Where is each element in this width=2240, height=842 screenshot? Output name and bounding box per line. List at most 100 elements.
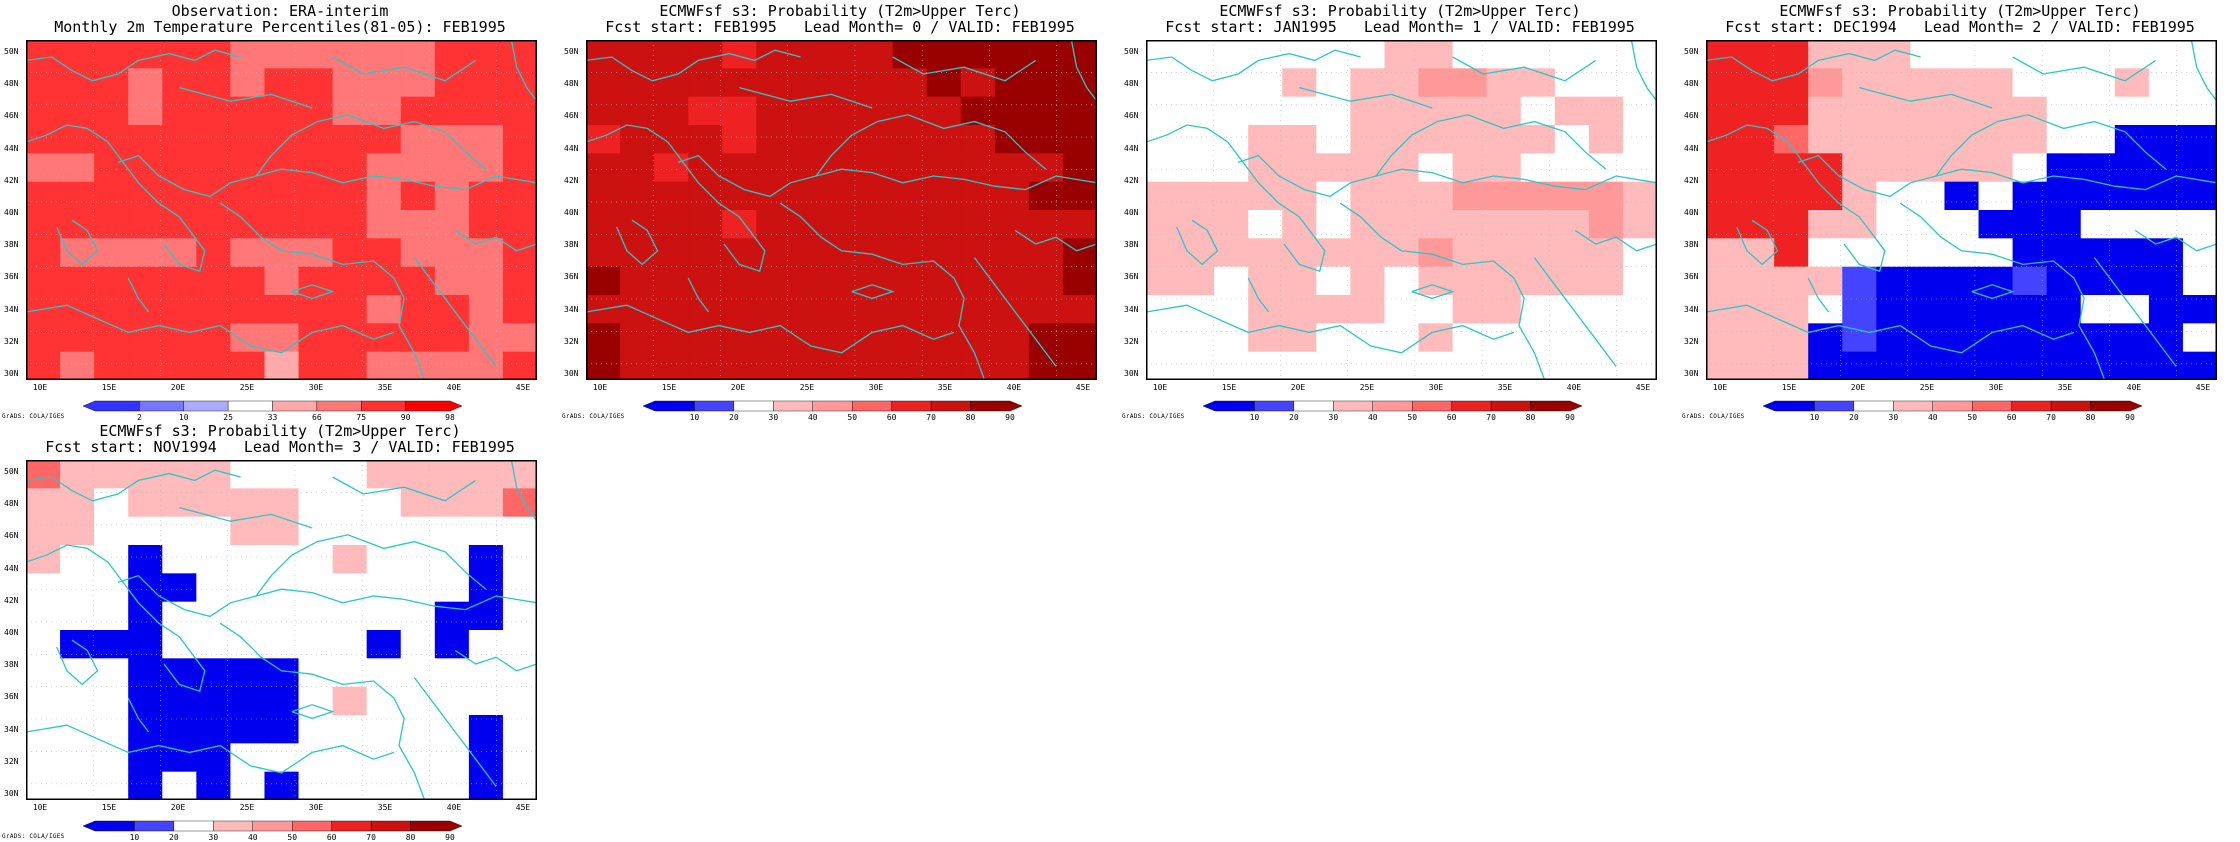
heatmap-cell [2148, 68, 2184, 98]
heatmap-cell [1180, 96, 1215, 126]
heatmap-cell [1214, 153, 1249, 183]
heatmap-cell [298, 295, 334, 324]
lon-tick-label: 45E [1075, 383, 1091, 392]
heatmap-cell [332, 181, 368, 211]
heatmap-cell [94, 460, 129, 489]
heatmap-cell [1876, 351, 1911, 380]
heatmap-cell [2148, 40, 2184, 69]
colorbar-tick-label: 60 [2006, 413, 2017, 422]
heatmap-cell [196, 295, 231, 324]
heatmap-cell [1876, 153, 1911, 183]
coastline [1797, 154, 2217, 198]
heatmap-cell [60, 153, 95, 183]
heatmap-cell [502, 743, 537, 773]
heatmap-cell [162, 488, 197, 518]
lat-tick-label: 34N [4, 304, 19, 314]
heatmap-cell [264, 573, 300, 603]
heatmap-cell [1622, 295, 1657, 324]
heatmap-cell [586, 153, 621, 183]
heatmap-cell [366, 68, 402, 98]
heatmap-cell [858, 295, 894, 324]
heatmap-cell [1316, 351, 1351, 380]
lon-tick-label: 45E [1635, 383, 1651, 392]
heatmap-cell [1808, 125, 1843, 154]
colorbar-tick-label: 10 [1249, 413, 1260, 422]
heatmap-cell [434, 351, 470, 380]
heatmap-cell [1910, 238, 1946, 268]
heatmap-cell [1910, 295, 1946, 324]
heatmap-cell [400, 68, 436, 98]
lat-tick-label: 32N [1124, 336, 1139, 346]
lat-tick-label: 48N [1124, 79, 1139, 89]
coastline [255, 534, 487, 597]
heatmap-cell [1910, 40, 1946, 69]
heatmap-cell [2182, 323, 2217, 353]
colorbar-tick-label: 70 [926, 413, 936, 422]
heatmap-cell [502, 96, 537, 126]
heatmap-cell [400, 601, 436, 631]
colorbar-swatch [812, 400, 853, 412]
coastline [179, 506, 313, 529]
lon-tick-label: 25E [239, 383, 255, 392]
heatmap-cell [332, 601, 368, 631]
heatmap-cell [264, 125, 300, 154]
heatmap-cell [60, 96, 95, 126]
heatmap-cell [128, 266, 163, 296]
heatmap-cell [128, 715, 163, 744]
heatmap-cell [722, 295, 757, 324]
heatmap-cell [960, 40, 996, 69]
heatmap-cell [400, 40, 436, 69]
coastline [219, 622, 426, 800]
heatmap-cell [926, 295, 962, 324]
heatmap-cell [162, 545, 197, 574]
lat-tick-label: 32N [4, 756, 19, 766]
heatmap-cell [196, 630, 231, 659]
heatmap-cell [1350, 181, 1386, 211]
colorbar-tick-label: 66 [312, 413, 322, 422]
heatmap-cell [1350, 238, 1386, 268]
heatmap-cell [196, 743, 231, 773]
heatmap-cell [586, 68, 621, 98]
heatmap-cell [1062, 323, 1097, 353]
heatmap-cell [1316, 153, 1351, 183]
heatmap-cell [298, 351, 334, 380]
heatmap-cell [1978, 40, 2014, 69]
coastline [1935, 114, 2167, 177]
heatmap-cell [1028, 40, 1064, 69]
heatmap-cell [994, 153, 1030, 183]
heatmap-cell [400, 516, 436, 546]
heatmap-cell [2080, 210, 2116, 239]
map-panel: ECMWFsf s3: Probability (T2m>Upper Terc)… [1120, 0, 1680, 422]
heatmap-cell [502, 238, 537, 268]
heatmap-cell [60, 266, 95, 296]
heatmap-cell [2046, 351, 2082, 380]
heatmap-cell [1554, 323, 1590, 353]
heatmap-cell [128, 210, 163, 239]
heatmap-cell [586, 96, 621, 126]
heatmap-cell [60, 351, 95, 380]
coastline [586, 124, 766, 273]
map-plot [586, 40, 1097, 380]
lon-tick-label: 40E [2126, 383, 2142, 392]
heatmap-cell [128, 68, 163, 98]
heatmap-cell [1214, 266, 1249, 296]
heatmap-cell [1910, 153, 1946, 183]
heatmap-cell [1384, 153, 1420, 183]
heatmap-cell [196, 266, 231, 296]
heatmap-cell [94, 181, 129, 211]
heatmap-cell [892, 40, 928, 69]
colorbar-tick-label: 60 [886, 413, 897, 422]
heatmap-cell [2046, 68, 2082, 98]
heatmap-cell [1554, 266, 1590, 296]
lon-tick-label: 10E [1152, 383, 1168, 392]
heatmap-cell [468, 771, 504, 800]
heatmap-cell [26, 125, 61, 154]
heatmap-cell [94, 771, 129, 800]
heatmap-cell [94, 323, 129, 353]
heatmap-cell [230, 686, 266, 716]
panel-title-line1: ECMWFsf s3: Probability (T2m>Upper Terc) [659, 2, 1021, 20]
colorbar-tick-label: 50 [1967, 413, 1978, 422]
colorbar-swatch [1932, 400, 1973, 412]
heatmap-cell [502, 658, 537, 688]
heatmap-cell [858, 351, 894, 380]
